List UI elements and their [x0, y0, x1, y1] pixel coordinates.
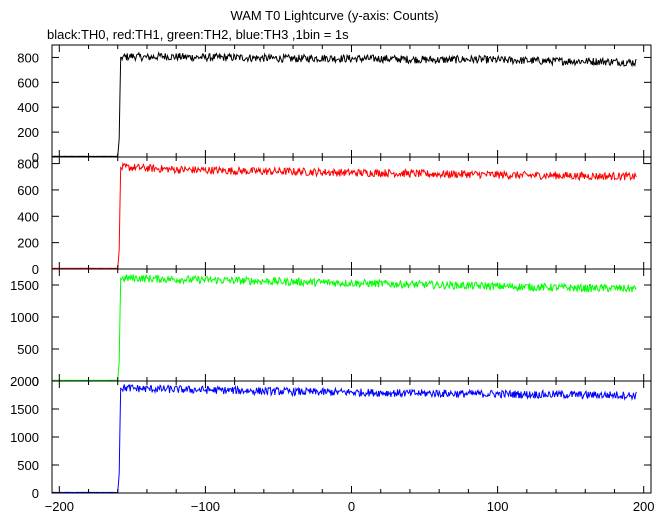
panel-th3: 0 500 1000 1500 2000	[10, 374, 652, 501]
y-tick-label: 800	[17, 50, 39, 65]
y-tick-label: 1000	[10, 310, 39, 325]
panel-th1: 0 200 400 600 800	[17, 156, 652, 277]
y-tick-label: 200	[17, 236, 39, 251]
y-tick-label: 200	[17, 125, 39, 140]
series-line-th2	[52, 273, 637, 382]
y-tick-label: 600	[17, 183, 39, 198]
x-tick-label: −200	[45, 499, 74, 514]
y-tick-label: 0	[32, 262, 39, 277]
series-line-th0	[51, 51, 637, 158]
series-line-th3	[52, 384, 637, 494]
y-tick-label: 1500	[10, 402, 39, 417]
y-tick-label: 400	[17, 100, 39, 115]
y-tick-label: 800	[17, 157, 39, 172]
y-tick-label: 500	[17, 342, 39, 357]
y-tick-label: 0	[32, 486, 39, 501]
x-tick-label: 200	[633, 499, 655, 514]
panel-th2: 0 500 1000 1500	[10, 268, 652, 389]
chart-title: WAM T0 Lightcurve (y-axis: Counts)	[230, 8, 439, 23]
panel-frame	[51, 156, 652, 270]
x-tick-label: 0	[348, 499, 355, 514]
y-tick-label: 0	[32, 374, 39, 389]
x-tick-label: −100	[191, 499, 220, 514]
panel-frame	[51, 380, 652, 494]
chart-subtitle: black:TH0, red:TH1, green:TH2, blue:TH3 …	[47, 27, 349, 42]
y-tick-label: 600	[17, 75, 39, 90]
y-tick-label: 0	[32, 150, 39, 165]
y-tick-label: 2000	[10, 374, 39, 389]
y-tick-label: 1000	[10, 430, 39, 445]
y-tick-label: 400	[17, 209, 39, 224]
panel-th0: 0 200 400 600 800	[17, 44, 652, 165]
x-tick-label: 100	[487, 499, 509, 514]
y-tick-label: 500	[17, 458, 39, 473]
series-line-th1	[52, 161, 637, 269]
y-tick-label: 1500	[10, 278, 39, 293]
